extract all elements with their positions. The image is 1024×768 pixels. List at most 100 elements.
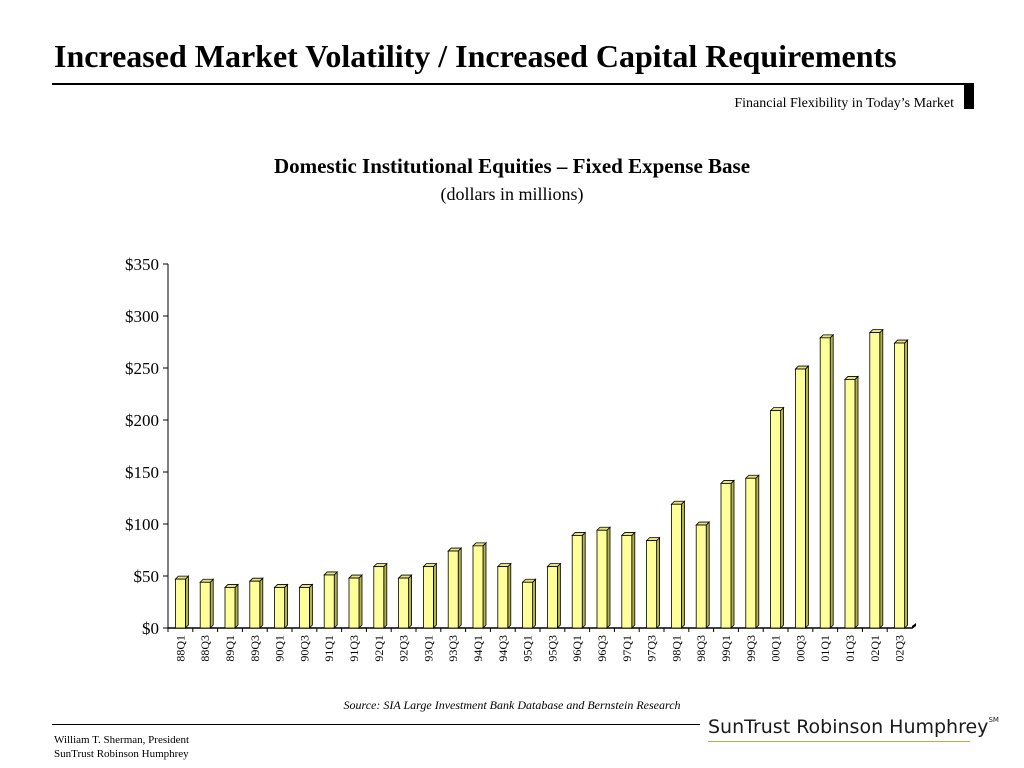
x-tick-label: 90Q3 bbox=[297, 635, 311, 662]
bar-side bbox=[904, 339, 908, 629]
bar bbox=[621, 535, 633, 629]
x-tick-label: 90Q1 bbox=[273, 635, 287, 662]
bar bbox=[646, 540, 657, 629]
bar bbox=[894, 342, 905, 629]
bar bbox=[795, 368, 806, 629]
x-tick-label: 95Q3 bbox=[545, 635, 559, 662]
x-tick-label: 94Q3 bbox=[496, 635, 510, 662]
bar-side bbox=[308, 583, 313, 629]
x-tick-label: 88Q3 bbox=[198, 635, 212, 662]
bar bbox=[720, 483, 732, 629]
x-tick-label: 01Q3 bbox=[843, 635, 857, 662]
chart-title: Domestic Institutional Equities – Fixed … bbox=[273, 154, 751, 178]
x-tick-label: 88Q1 bbox=[173, 635, 187, 662]
bar bbox=[249, 580, 261, 629]
logo-service-mark: SM bbox=[988, 715, 999, 724]
bar-side bbox=[259, 577, 264, 629]
x-tick-label: 97Q1 bbox=[620, 635, 634, 662]
x-tick-label: 99Q1 bbox=[719, 635, 733, 662]
bar-side bbox=[631, 531, 636, 629]
x-tick-label: 93Q3 bbox=[446, 635, 460, 662]
y-tick-label: $150 bbox=[125, 463, 159, 482]
bar bbox=[770, 410, 781, 629]
bar bbox=[497, 566, 509, 629]
bar-side bbox=[482, 541, 487, 629]
x-tick-label: 91Q3 bbox=[347, 635, 361, 662]
x-tick-label: 00Q3 bbox=[793, 635, 807, 662]
y-tick-label: $350 bbox=[125, 255, 159, 274]
x-tick-label: 89Q1 bbox=[223, 635, 237, 662]
company-logo: SunTrust Robinson HumphreySM bbox=[708, 716, 999, 738]
bar-side bbox=[532, 578, 536, 629]
bar-side bbox=[829, 333, 834, 629]
x-tick-label: 95Q1 bbox=[521, 635, 535, 662]
x-axis-end bbox=[912, 623, 916, 629]
bar bbox=[522, 581, 533, 629]
x-tick-label: 97Q3 bbox=[645, 635, 659, 662]
bar bbox=[224, 587, 236, 629]
x-tick-label: 02Q1 bbox=[868, 635, 882, 662]
x-tick-label: 00Q1 bbox=[769, 635, 783, 662]
x-tick-label: 01Q1 bbox=[818, 635, 832, 662]
bar bbox=[298, 587, 310, 629]
x-tick-label: 91Q1 bbox=[322, 635, 336, 662]
bar-side bbox=[780, 406, 784, 629]
bar bbox=[745, 477, 757, 629]
bar-side bbox=[234, 583, 239, 629]
footer-divider bbox=[52, 724, 700, 725]
y-tick-label: $300 bbox=[125, 307, 159, 326]
bar-side bbox=[705, 521, 710, 629]
bar-side bbox=[805, 365, 809, 629]
bar bbox=[199, 581, 211, 629]
bar-side bbox=[606, 526, 611, 629]
y-tick-label: $250 bbox=[125, 359, 159, 378]
bar-side bbox=[507, 562, 512, 629]
bar bbox=[174, 578, 186, 629]
bar bbox=[398, 577, 410, 629]
bar bbox=[274, 587, 286, 629]
bar bbox=[869, 332, 881, 629]
bar bbox=[373, 566, 385, 629]
bar-side bbox=[408, 574, 413, 629]
x-tick-label: 93Q1 bbox=[421, 635, 435, 662]
bar bbox=[547, 566, 558, 629]
bar-side bbox=[681, 500, 685, 629]
bar bbox=[844, 379, 856, 629]
x-tick-label: 98Q1 bbox=[669, 635, 683, 662]
x-tick-label: 94Q1 bbox=[471, 635, 485, 662]
x-tick-label: 02Q3 bbox=[893, 635, 907, 662]
slide-subtitle: Financial Flexibility in Today’s Market bbox=[734, 96, 954, 111]
x-tick-label: 92Q3 bbox=[397, 635, 411, 662]
bar-side bbox=[755, 474, 760, 629]
source-note: Source: SIA Large Investment Bank Databa… bbox=[343, 698, 681, 712]
x-tick-label: 89Q3 bbox=[248, 635, 262, 662]
logo-underline bbox=[708, 741, 970, 742]
bar-side bbox=[284, 583, 289, 629]
slide-title: Increased Market Volatility / Increased … bbox=[54, 38, 897, 74]
bar-side bbox=[581, 531, 586, 629]
x-tick-label: 96Q1 bbox=[570, 635, 584, 662]
y-tick-label: $100 bbox=[125, 515, 159, 534]
title-accent-block bbox=[964, 83, 974, 109]
bar-side bbox=[184, 575, 189, 629]
y-tick-label: $0 bbox=[142, 619, 159, 638]
bar-side bbox=[432, 562, 437, 629]
bar-side bbox=[879, 328, 884, 629]
y-tick-label: $200 bbox=[125, 411, 159, 430]
x-tick-label: 98Q3 bbox=[694, 635, 708, 662]
bar bbox=[348, 577, 360, 629]
footer-company: SunTrust Robinson Humphrey bbox=[54, 748, 189, 760]
bar-side bbox=[730, 479, 735, 629]
bar-side bbox=[457, 547, 462, 629]
bar bbox=[695, 524, 707, 629]
bar bbox=[671, 503, 682, 629]
bar-side bbox=[358, 574, 363, 629]
bar-side bbox=[209, 578, 214, 629]
x-tick-label: 92Q1 bbox=[372, 635, 386, 662]
bar-side bbox=[557, 562, 561, 629]
bar bbox=[422, 566, 434, 629]
title-divider bbox=[52, 83, 968, 85]
bar-side bbox=[383, 562, 388, 629]
bar-side bbox=[333, 570, 338, 629]
bar bbox=[447, 550, 459, 629]
